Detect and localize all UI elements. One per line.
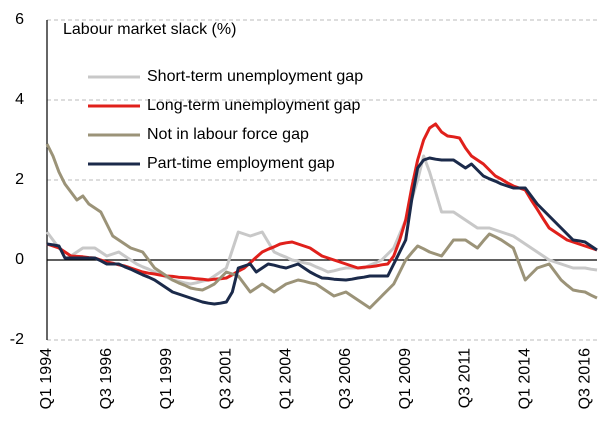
x-tick-label: Q1 1994 <box>38 348 55 409</box>
series-line <box>45 143 598 310</box>
x-tick-label: Q1 2009 <box>397 348 414 409</box>
legend-label: Part-time employment gap <box>147 155 335 172</box>
x-tick-label: Q3 2006 <box>337 348 354 409</box>
x-tick-label: Q1 1999 <box>158 348 175 409</box>
y-tick-label: 6 <box>15 11 24 28</box>
x-tick-label: Q1 2004 <box>277 348 294 409</box>
x-tick-label: Q3 2016 <box>576 348 593 409</box>
chart-title: Labour market slack (%) <box>63 21 236 38</box>
x-tick-label: Q1 2014 <box>516 348 533 409</box>
legend-label: Not in labour force gap <box>147 126 309 143</box>
y-tick-label: 2 <box>15 171 24 188</box>
series-line <box>46 122 598 282</box>
x-tick-label: Q3 2011 <box>457 348 474 408</box>
series-line <box>45 154 598 286</box>
x-tick-label: Q3 2001 <box>218 348 235 409</box>
x-tick-label: Q3 1996 <box>98 348 115 409</box>
series-line <box>46 156 598 306</box>
legend-label: Long-term unemployment gap <box>147 97 361 114</box>
y-tick-label: -2 <box>10 331 24 348</box>
y-tick-label: 4 <box>15 91 24 108</box>
legend-label: Short-term unemployment gap <box>147 68 363 85</box>
y-tick-label: 0 <box>15 251 24 268</box>
